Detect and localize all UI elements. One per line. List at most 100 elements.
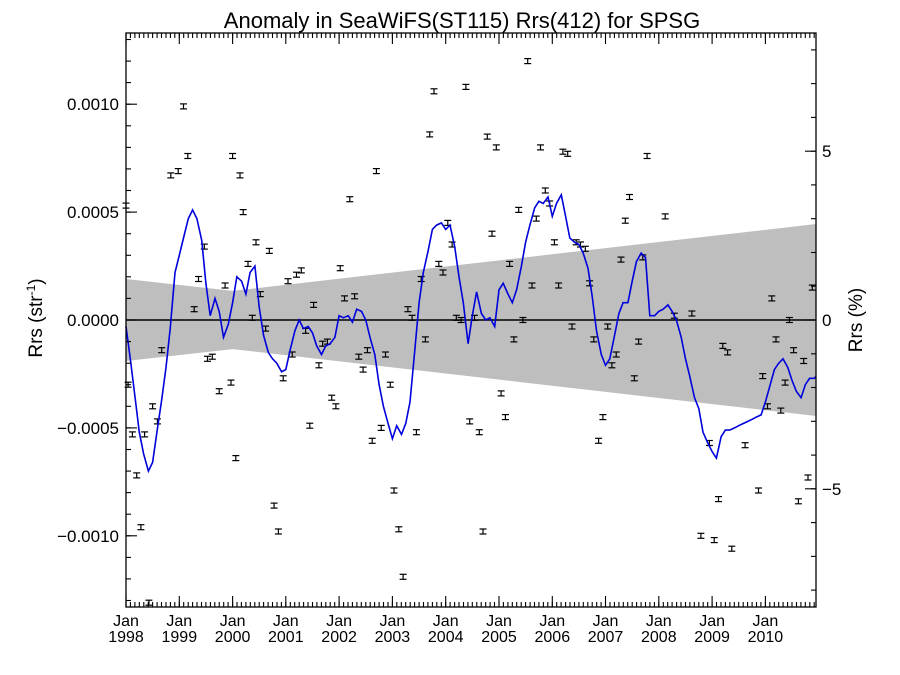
data-point [439, 269, 447, 276]
data-point [306, 422, 314, 429]
data-point [599, 414, 607, 421]
y-right-tick-label: −5 [822, 480, 841, 499]
data-point [643, 152, 651, 160]
data-point [515, 206, 523, 213]
data-point [688, 310, 696, 317]
x-tick-month-label: Jan [273, 613, 299, 630]
data-point [501, 414, 509, 421]
data-point [755, 487, 762, 494]
data-point [785, 316, 793, 324]
data-point [346, 196, 354, 203]
data-point [777, 407, 785, 414]
data-point [719, 342, 727, 349]
data-point [145, 599, 153, 606]
data-point [137, 524, 145, 531]
y-axis-left-label-text: Rrs (str [26, 295, 47, 358]
data-point [279, 375, 287, 382]
data-point [386, 381, 394, 388]
y-right-tick-label: 5 [822, 142, 831, 161]
x-tick-year-label: 2001 [268, 629, 304, 646]
data-point [336, 265, 344, 272]
y-axis-left-label-exponent: -1 [24, 284, 38, 295]
x-tick-year-label: 1999 [162, 629, 198, 646]
data-point [617, 256, 625, 263]
data-point [184, 152, 192, 160]
data-point [715, 496, 722, 503]
data-point [252, 239, 260, 246]
data-point [497, 390, 505, 397]
y-right-tick-label: 0 [822, 311, 831, 330]
axis-ticks: 0.00100.00050.0000−0.0005−0.001050−5Jan1… [57, 33, 841, 646]
data-point [710, 536, 718, 544]
data-point [621, 217, 629, 224]
x-tick-month-label: Jan [113, 613, 139, 630]
x-tick-month-label: Jan [539, 613, 565, 630]
data-point [421, 336, 429, 343]
data-point [195, 275, 202, 283]
x-tick-year-label: 2006 [535, 629, 571, 646]
data-point [190, 306, 198, 313]
x-tick-month-label: Jan [433, 613, 459, 630]
x-tick-month-label: Jan [486, 613, 512, 630]
data-point [174, 168, 182, 175]
data-point [564, 150, 572, 157]
data-point [528, 282, 536, 289]
y-left-tick-label: −0.0005 [57, 419, 119, 438]
data-point [221, 282, 229, 289]
x-tick-year-label: 2002 [321, 629, 357, 646]
data-point [559, 148, 567, 155]
data-point [759, 373, 767, 380]
y-left-tick-label: 0.0000 [67, 311, 119, 330]
data-point [310, 301, 318, 308]
plot-area: 0.00100.00050.0000−0.0005−0.001050−5Jan1… [57, 32, 841, 646]
data-point [426, 131, 434, 138]
data-point [270, 502, 278, 509]
y-axis-left-label-close: ) [26, 278, 47, 284]
x-tick-year-label: 2003 [375, 629, 411, 646]
data-point [604, 323, 612, 330]
data-point [382, 351, 389, 358]
data-point [133, 472, 141, 479]
data-point [510, 336, 518, 343]
y-left-tick-label: 0.0010 [67, 95, 119, 114]
data-point [741, 442, 749, 449]
data-point [804, 474, 812, 481]
data-point [355, 353, 363, 360]
data-point [208, 353, 216, 360]
smoothed-series-line [125, 192, 817, 474]
data-point [232, 455, 240, 462]
data-point [435, 260, 443, 267]
data-point [229, 152, 237, 160]
data-point [612, 351, 620, 358]
y-left-tick-label: 0.0005 [67, 203, 119, 222]
data-point [297, 267, 305, 274]
data-point [293, 271, 300, 278]
data-point [341, 295, 348, 302]
data-point [236, 172, 244, 179]
data-point [630, 375, 638, 382]
data-point [800, 357, 808, 365]
data-point [595, 437, 603, 444]
data-point [332, 403, 340, 410]
data-point [506, 260, 514, 267]
x-tick-month-label: Jan [220, 613, 246, 630]
data-point [555, 282, 563, 289]
data-point [483, 133, 491, 140]
data-point [768, 295, 776, 302]
data-point [248, 314, 256, 321]
data-point [239, 209, 247, 216]
data-point [372, 168, 380, 175]
data-point [215, 388, 223, 395]
data-point [794, 498, 802, 505]
data-point [697, 532, 705, 539]
x-tick-year-label: 2007 [588, 629, 624, 646]
data-point [227, 379, 235, 386]
data-point [466, 418, 474, 425]
data-point [479, 528, 487, 535]
data-point [661, 213, 669, 220]
data-point [377, 424, 385, 431]
x-tick-year-label: 2010 [748, 629, 784, 646]
x-tick-month-label: Jan [753, 613, 779, 630]
data-point [457, 316, 465, 324]
